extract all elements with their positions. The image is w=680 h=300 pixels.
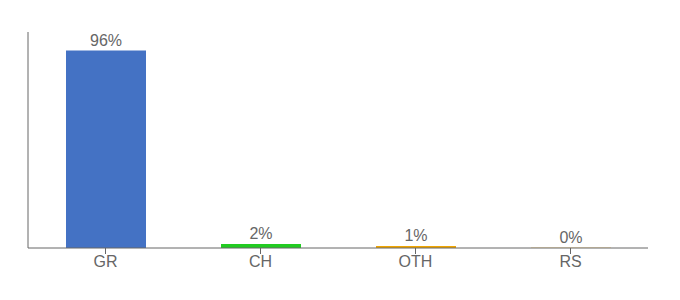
svg-text:OTH: OTH: [399, 253, 433, 270]
svg-text:1%: 1%: [404, 227, 427, 244]
svg-text:CH: CH: [249, 253, 272, 270]
svg-text:GR: GR: [94, 253, 118, 270]
svg-text:0%: 0%: [559, 229, 582, 246]
svg-text:2%: 2%: [249, 225, 272, 242]
svg-text:RS: RS: [559, 253, 581, 270]
svg-text:96%: 96%: [90, 32, 122, 49]
